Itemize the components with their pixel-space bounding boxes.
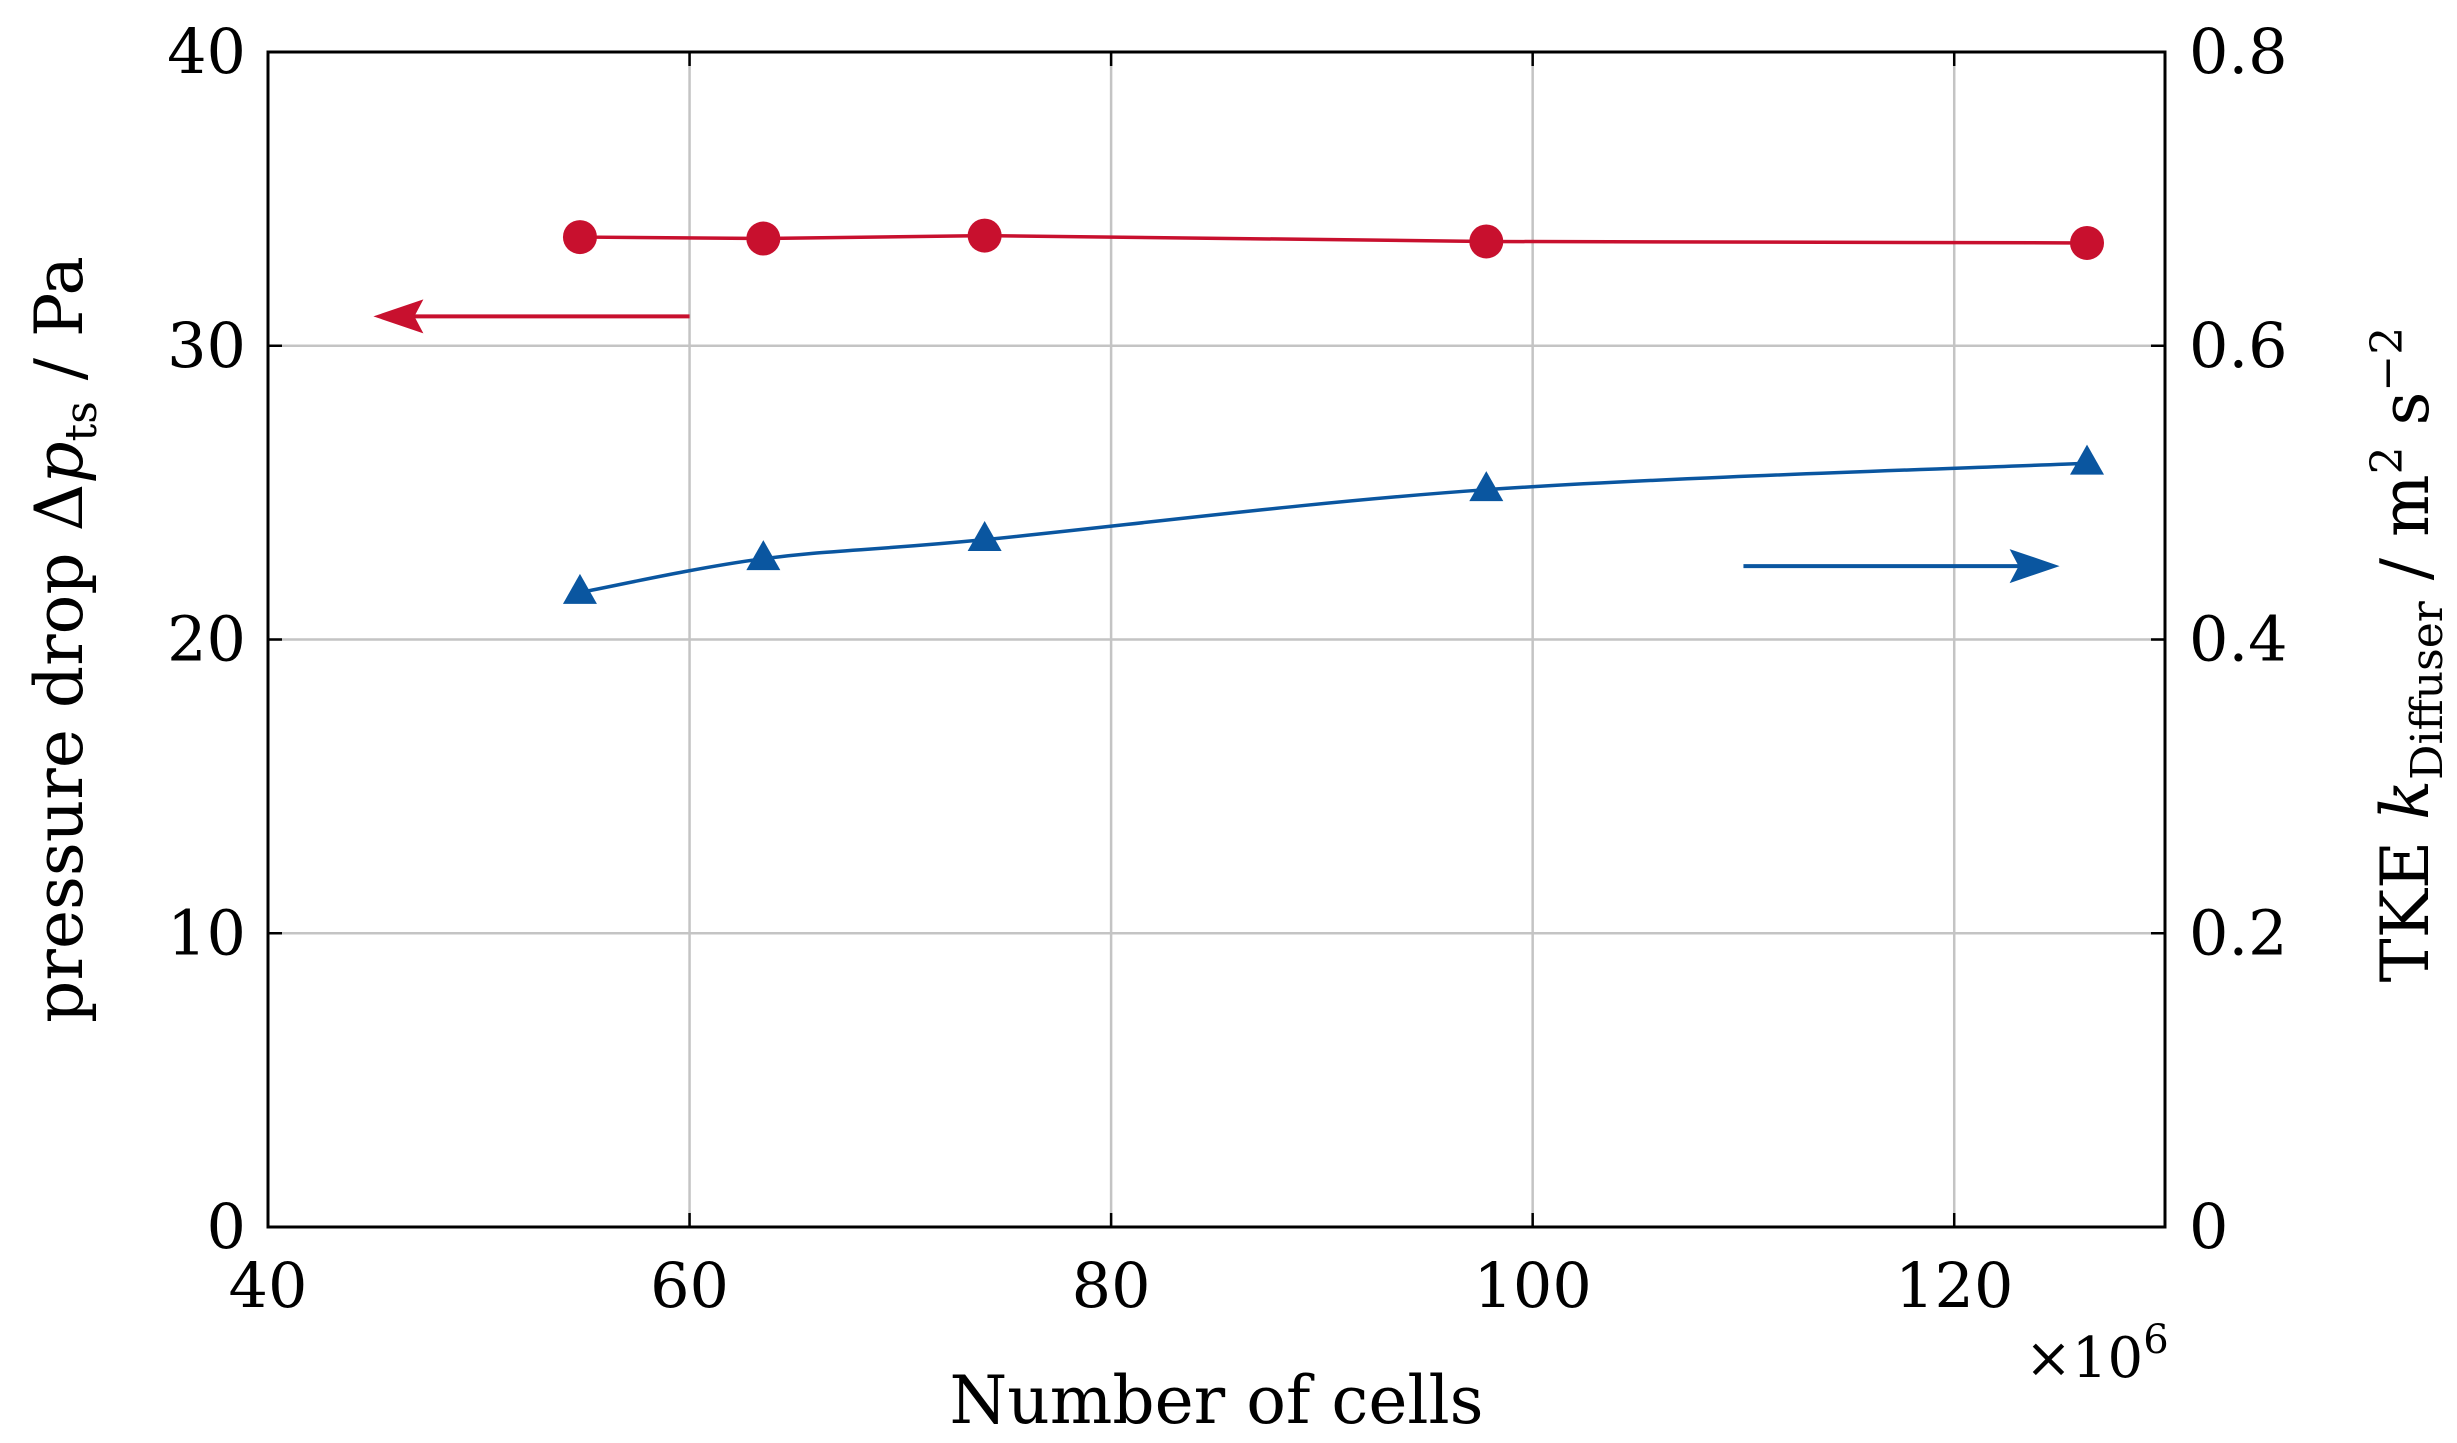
y-left-tick-label: 30 — [167, 309, 246, 382]
data-point-tke — [1469, 471, 1504, 502]
x-tick-label: 60 — [650, 1249, 729, 1322]
data-point-pressure — [967, 218, 1002, 253]
y-left-label-var: p — [21, 441, 98, 483]
y-left-label-unit: / Pa — [21, 256, 98, 401]
y-left-label-main: pressure drop Δ — [21, 484, 98, 1023]
left-axis-arrow-head — [373, 299, 424, 334]
series-line-tke — [579, 461, 2088, 595]
y-axis-left-label: pressure drop Δpts / Pa — [21, 256, 107, 1023]
y-axis-right-label: TKE kDiffuser / m2 s−2 — [2362, 327, 2453, 983]
data-point-pressure — [2070, 225, 2105, 260]
y-left-label-sub: ts — [56, 401, 107, 441]
right-axis-arrow-head — [2009, 549, 2060, 584]
x-tick-label: 100 — [1473, 1249, 1591, 1322]
y-right-label-unit2: s — [2367, 392, 2444, 447]
x-axis-label: Number of cells — [950, 1362, 1484, 1439]
y-left-tick-label: 10 — [167, 896, 246, 969]
grid-lines — [268, 52, 2165, 1227]
y-right-tick-label: 0.6 — [2189, 309, 2288, 382]
y-right-label-sup2: −2 — [2362, 327, 2413, 392]
y-right-tick-label: 0 — [2189, 1190, 2228, 1263]
annotation-layer — [373, 299, 2060, 584]
y-left-tick-label: 40 — [167, 15, 246, 88]
x-tick-label: 80 — [1072, 1249, 1151, 1322]
x-multiplier-exp: 6 — [2143, 1317, 2168, 1363]
y-right-label-sub: Diffuser — [2402, 600, 2453, 780]
x-tick-label: 120 — [1895, 1249, 2013, 1322]
series-line-pressure — [579, 233, 2088, 245]
y-left-tick-label: 0 — [207, 1190, 246, 1263]
y-right-tick-label: 0.8 — [2189, 15, 2288, 88]
y-right-tick-label: 0.2 — [2189, 896, 2288, 969]
data-point-tke — [967, 521, 1002, 552]
y-right-label-sup1: 2 — [2362, 446, 2413, 474]
y-right-label-main: TKE — [2367, 820, 2444, 983]
data-point-tke — [746, 540, 781, 571]
y-right-label-var: k — [2367, 780, 2444, 820]
x-multiplier-label: ×106 — [2025, 1317, 2169, 1391]
x-tick-label: 40 — [229, 1249, 308, 1322]
x-multiplier-base: ×10 — [2025, 1326, 2143, 1391]
series-layer — [562, 218, 2105, 604]
data-point-tke — [562, 573, 597, 604]
y-right-tick-label: 0.4 — [2189, 603, 2288, 676]
y-left-tick-label: 20 — [167, 603, 246, 676]
data-point-pressure — [562, 220, 597, 255]
y-right-label-unit1: / m — [2367, 474, 2444, 601]
data-point-tke — [2070, 444, 2105, 475]
data-point-pressure — [1469, 224, 1504, 259]
data-point-pressure — [746, 221, 781, 256]
